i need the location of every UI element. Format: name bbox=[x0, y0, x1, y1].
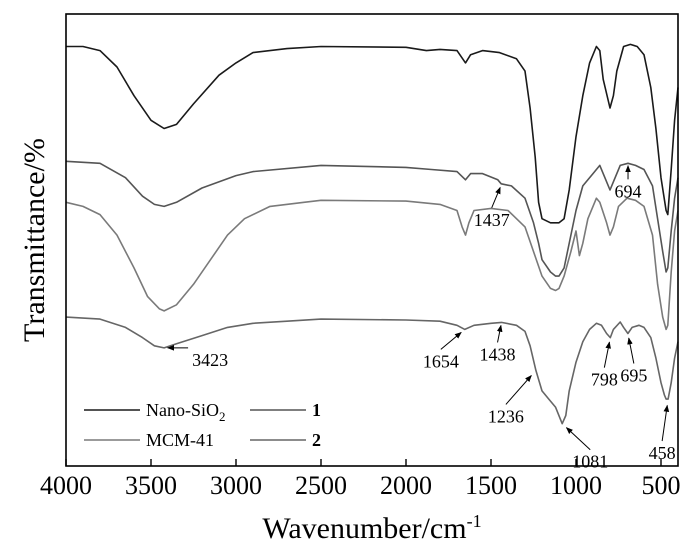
x-tick-label: 4000 bbox=[40, 471, 92, 500]
series-line-3 bbox=[65, 197, 679, 331]
series-line-4 bbox=[65, 316, 679, 425]
annotation-arrow bbox=[491, 186, 501, 209]
x-tick-label: 2000 bbox=[380, 471, 432, 500]
plot-frame bbox=[65, 13, 679, 467]
annotation-label: 1081 bbox=[572, 452, 608, 472]
legend-label: MCM-41 bbox=[146, 430, 214, 450]
x-axis-title: Wavenumber/cm-1 bbox=[262, 511, 481, 545]
x-tick-label: 3500 bbox=[125, 471, 177, 500]
annotation-label: 1236 bbox=[488, 406, 524, 426]
annotation-arrow bbox=[661, 404, 670, 442]
x-tick-label: 3000 bbox=[210, 471, 262, 500]
chart-annotations-group: 3423 1437 694 1654 1438 1236 1081 798 695 458 bbox=[166, 165, 676, 472]
y-axis-title: Transmittance/% bbox=[18, 138, 51, 342]
x-tick-label: 1000 bbox=[550, 471, 602, 500]
x-axis-ticks: 4000 3500 3000 2500 2000 1500 1000 500 bbox=[40, 459, 681, 500]
x-tick-label: 500 bbox=[642, 471, 681, 500]
x-tick-label: 2500 bbox=[295, 471, 347, 500]
annotation-label: 1438 bbox=[480, 344, 516, 364]
annotation-arrow bbox=[603, 341, 611, 368]
series-line-1 bbox=[66, 43, 679, 224]
legend-label: Nano-SiO2 bbox=[146, 400, 226, 424]
series-line-2 bbox=[65, 160, 679, 277]
annotation-label: 458 bbox=[649, 443, 676, 463]
annotation-arrow bbox=[627, 337, 635, 364]
annotation-label: 3423 bbox=[192, 350, 228, 370]
annotation-arrow bbox=[440, 331, 462, 350]
annotation-arrow bbox=[505, 374, 532, 405]
annotation-label: 695 bbox=[620, 366, 647, 386]
annotation-label: 694 bbox=[615, 181, 642, 201]
legend-label: 2 bbox=[312, 430, 321, 450]
chart-series-group bbox=[65, 43, 679, 425]
annotation-label: 1654 bbox=[423, 351, 459, 371]
annotation-arrow bbox=[496, 324, 503, 343]
annotation-label: 1437 bbox=[474, 210, 510, 230]
annotation-label: 798 bbox=[591, 370, 618, 390]
legend: Nano-SiO2 1 MCM-41 2 bbox=[84, 400, 321, 450]
annotation-arrow bbox=[565, 427, 591, 451]
x-tick-label: 1500 bbox=[465, 471, 517, 500]
legend-label: 1 bbox=[312, 400, 321, 420]
